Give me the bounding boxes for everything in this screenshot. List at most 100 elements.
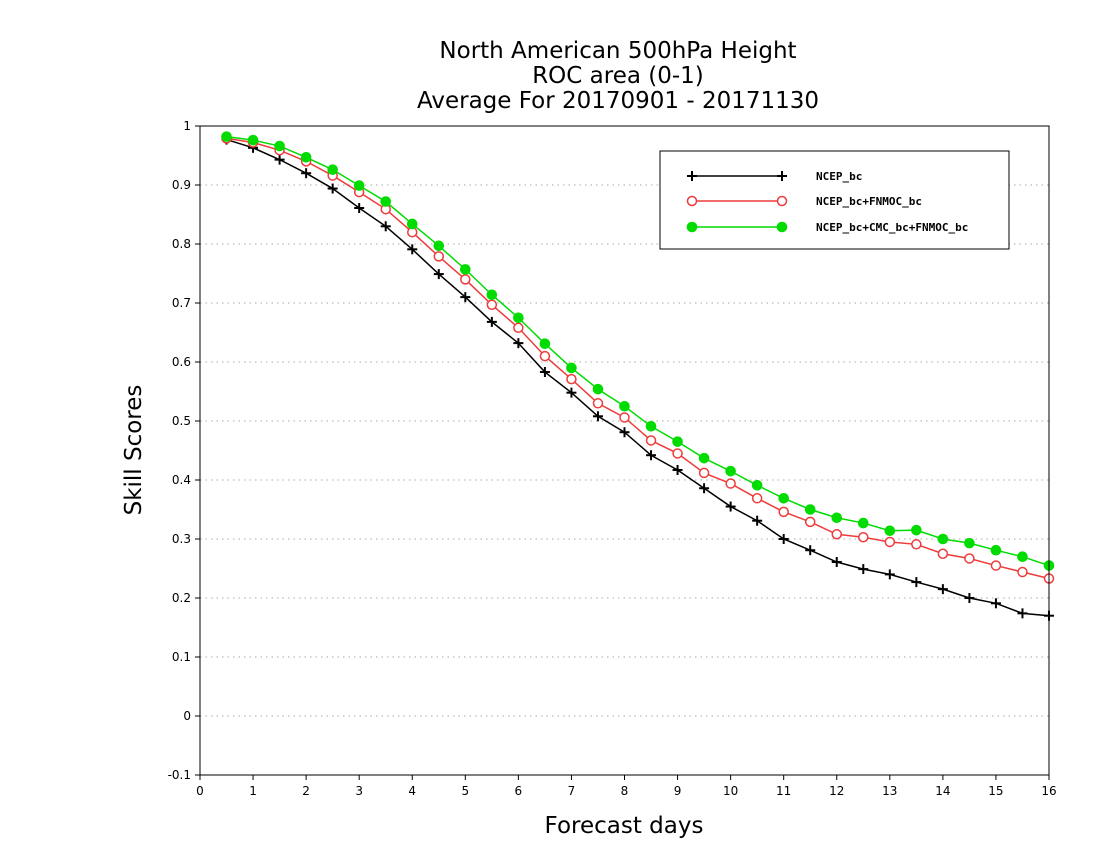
- series-2-point: [513, 322, 524, 334]
- series-1-point: [1017, 608, 1028, 619]
- series-3-point: [884, 525, 896, 537]
- series-3-point: [911, 524, 922, 536]
- x-tick-label: 1: [249, 784, 257, 798]
- legend-swatch-point: [777, 171, 787, 181]
- x-tick-label: 11: [776, 784, 791, 798]
- legend-swatch-point: [687, 171, 697, 181]
- x-tick-label: 15: [988, 784, 1003, 798]
- x-tick-label: 6: [515, 784, 523, 798]
- series-1-point: [460, 292, 471, 303]
- series-2-point: [619, 412, 630, 423]
- series-1-point: [752, 515, 763, 526]
- title-line-2: ROC area (0-1): [532, 63, 704, 89]
- series-3-point: [327, 164, 338, 175]
- y-tick-label: 0.9: [172, 178, 191, 192]
- series-3-point: [433, 240, 445, 252]
- plot-frame: [199, 125, 1050, 776]
- series-2-point: [884, 536, 896, 548]
- legend-swatch-point: [686, 195, 698, 207]
- series-1-point: [619, 427, 630, 438]
- series-3-point: [964, 537, 975, 549]
- series-3-point: [380, 196, 392, 207]
- x-tick-label: 3: [355, 784, 363, 798]
- series-1-point: [805, 545, 816, 556]
- series-3-point: [990, 544, 1002, 556]
- series-3-point: [539, 338, 551, 350]
- legend-label: NCEP_bc: [816, 170, 862, 183]
- series-2-point: [698, 467, 710, 479]
- title-line-1: North American 500hPa Height: [439, 38, 796, 64]
- series-1-point: [566, 387, 577, 398]
- series-3-point: [592, 383, 604, 395]
- series-1-point: [699, 483, 710, 494]
- series-1-point: [486, 316, 497, 327]
- x-tick-label: 9: [674, 784, 682, 798]
- y-tick-label: 0.1: [172, 650, 191, 664]
- series-1-point: [354, 203, 365, 214]
- series-3-point: [672, 436, 683, 447]
- series-1-point: [513, 338, 524, 349]
- legend-swatch-point: [776, 195, 788, 207]
- series-2-point: [937, 548, 949, 559]
- series-3-point: [1017, 551, 1028, 563]
- title-line-3: Average For 20170901 - 20171130: [417, 88, 819, 114]
- series-3-point: [486, 289, 498, 301]
- series-1-point: [831, 557, 842, 568]
- series-1-point: [858, 564, 869, 575]
- y-tick-label: 1: [183, 119, 191, 133]
- x-tick-label: 2: [302, 784, 310, 798]
- y-tick-label: 0.6: [172, 355, 191, 369]
- x-axis-label: Forecast days: [545, 813, 704, 839]
- series-3-point: [751, 480, 763, 491]
- legend-label: NCEP_bc+FNMOC_bc: [816, 195, 922, 208]
- legend-item-3: NCEP_bc+CMC_bc+FNMOC_bc: [686, 221, 968, 234]
- y-tick-label: 0.4: [172, 473, 191, 487]
- x-tick-label: 7: [568, 784, 576, 798]
- series-1-point: [884, 569, 895, 580]
- series-3-point: [937, 533, 949, 545]
- legend-label: NCEP_bc+CMC_bc+FNMOC_bc: [816, 221, 968, 234]
- series-1-point: [725, 501, 736, 512]
- y-tick-label: 0.5: [172, 414, 191, 428]
- y-tick-label: 0: [183, 709, 191, 723]
- y-tick-label: 0.8: [172, 237, 191, 251]
- series-layer: [221, 131, 1055, 621]
- y-axis-label: Skill Scores: [121, 385, 147, 516]
- series-1-point: [964, 593, 975, 603]
- legend: NCEP_bc NCEP_bc+FNMOC_bc NCEP_bc+CMC_bc+FN…: [659, 150, 1010, 250]
- series-2-point: [804, 516, 816, 528]
- chart-title: North American 500hPa Height ROC area (0…: [417, 38, 819, 114]
- x-axis-ticks: 0 1 2 3 4 5 6 7 8 9 10 11 12 13 14 15 16: [196, 775, 1057, 798]
- series-2-point: [1017, 566, 1028, 578]
- legend-item-1: NCEP_bc: [687, 170, 862, 183]
- x-tick-label: 4: [408, 784, 416, 798]
- series-2-point: [751, 493, 763, 504]
- series-1-point: [672, 464, 683, 475]
- series-1-line: [226, 138, 1050, 617]
- series-3-point: [406, 218, 418, 230]
- series-3-point: [274, 140, 285, 152]
- series-3-point: [513, 312, 524, 324]
- series-3-point: [353, 180, 365, 191]
- series-1-point: [937, 584, 948, 595]
- series-1-point: [327, 183, 338, 194]
- y-tick-label: 0.7: [172, 296, 191, 310]
- series-2-point: [911, 539, 922, 550]
- series-2-point: [831, 529, 842, 540]
- grid-lines: [200, 184, 1049, 717]
- series-2-point: [539, 350, 551, 362]
- legend-box: [659, 150, 1010, 250]
- x-tick-label: 13: [882, 784, 897, 798]
- x-tick-label: 16: [1041, 784, 1056, 798]
- x-tick-label: 0: [196, 784, 204, 798]
- x-tick-label: 8: [621, 784, 629, 798]
- y-axis-ticks: -0.1 0 0.1 0.2 0.3 0.4 0.5 0.6 0.7 0.8 0.9 1: [168, 119, 200, 782]
- series-3-point: [460, 264, 471, 275]
- series-1-point: [380, 221, 391, 232]
- series-1-point: [646, 450, 657, 461]
- series-3-point: [566, 362, 577, 374]
- series-1-point: [539, 367, 550, 378]
- series-3: [221, 131, 1055, 571]
- series-2-point: [990, 560, 1002, 571]
